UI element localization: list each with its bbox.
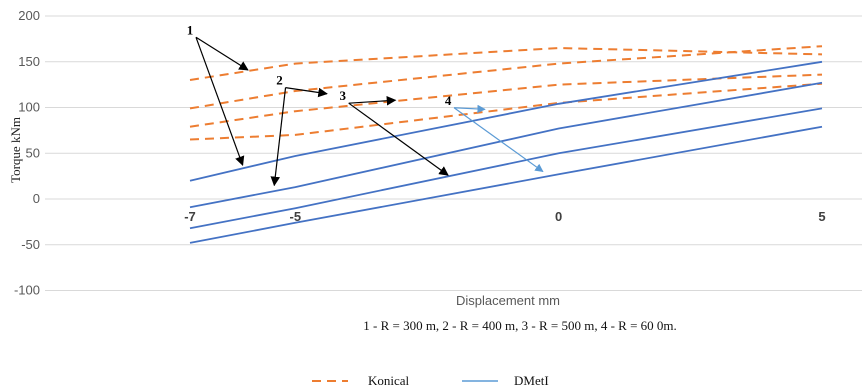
annotation-arrow-2-0 [285,87,328,98]
y-tick-label-3: 50 [26,145,40,160]
dmeti-series-line-7 [189,125,823,244]
konical-series-line-1 [189,45,823,110]
x-tick-label-0: -7 [184,209,196,224]
annotation-label-3: 3 [339,88,346,103]
annotation-arrow-2-1 [270,87,287,187]
y-tick-label-1: -50 [21,237,40,252]
gridlines [45,15,862,291]
annotation-arrow-4-1 [453,107,544,173]
caption: 1 - R = 300 m, 2 - R = 400 m, 3 - R = 50… [363,318,677,333]
annotation-label-1: 1 [187,22,194,37]
konical-series-line-3 [189,82,823,141]
series-lines [189,45,823,244]
legend: Konical DMetI [312,373,549,388]
dmeti-series-line-5 [189,81,823,209]
annotation-arrow-3-0 [348,95,397,106]
annotation-arrow-1-0 [195,36,249,71]
x-tick-label-1: -5 [290,209,302,224]
annotation-label-4: 4 [445,93,452,108]
legend-konical-label: Konical [368,373,410,388]
annotations: 1 2 3 4 [187,22,544,187]
x-tick-labels: -7 -5 0 5 [184,209,825,224]
dmeti-series-line-4 [189,60,823,182]
x-axis-label: Displacement mm [456,293,560,308]
y-axis-label: Torque kNm [8,117,23,183]
y-tick-label-0: -100 [14,283,40,298]
konical-series-line-2 [189,73,823,128]
annotation-label-2: 2 [276,73,283,88]
annotation-arrow-3-1 [348,102,449,176]
y-tick-label-6: 200 [18,8,40,23]
legend-dmeti-label: DMetI [514,373,549,388]
x-tick-label-3: 5 [818,209,825,224]
dmeti-series-line-6 [189,107,823,230]
konical-series-line-0 [189,46,823,81]
annotation-arrow-4-0 [454,104,486,114]
annotation-arrow-1-1 [195,37,245,167]
y-tick-labels: -100 -50 0 50 100 150 200 [14,8,40,298]
y-tick-label-5: 150 [18,54,40,69]
y-tick-label-4: 100 [18,100,40,115]
x-tick-label-2: 0 [555,209,562,224]
y-tick-label-2: 0 [33,191,40,206]
